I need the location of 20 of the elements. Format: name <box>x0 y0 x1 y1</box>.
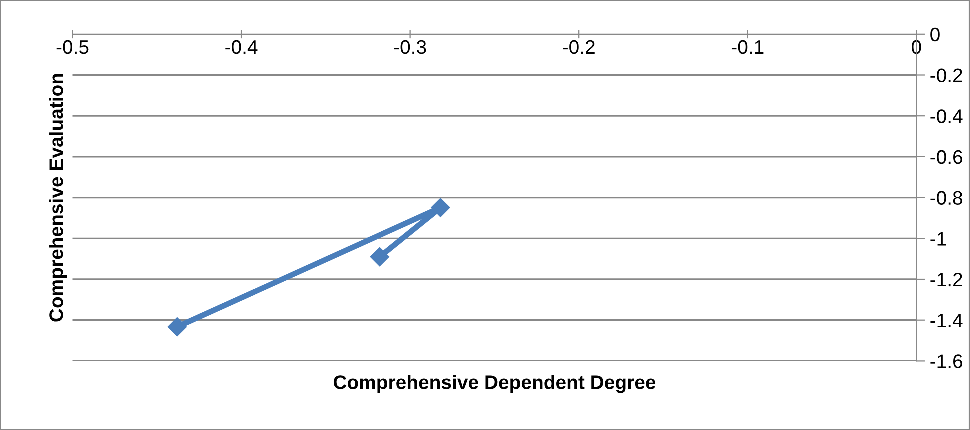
x-tick-label: -0.2 <box>563 40 595 54</box>
point <box>168 318 187 337</box>
y-tick-label: -0.6 <box>930 150 962 164</box>
y-tick-label: -1.4 <box>930 314 963 328</box>
y-tick-label: 0 <box>930 28 940 42</box>
point <box>370 248 390 267</box>
y-tick-label: -0.8 <box>930 191 963 206</box>
y-tick-label: -1.6 <box>930 354 962 368</box>
y-tick-label: -1 <box>930 232 946 246</box>
x-tick-label: -0.1 <box>732 40 764 54</box>
x-tick-label: 0 <box>912 40 922 54</box>
x-tick-label: -0.4 <box>226 40 258 54</box>
point <box>431 198 450 218</box>
x-tick-label: -0.5 <box>56 40 89 54</box>
y-tick-label: -1.2 <box>930 272 962 287</box>
y-tick-label: -0.4 <box>930 110 963 124</box>
y-tick-label: -0.2 <box>930 68 962 82</box>
x-axis-title: Comprehensive Dependent Degree <box>334 375 656 394</box>
x-tick-label: -0.3 <box>394 40 426 54</box>
y-axis-title: Comprehensive Evaluation <box>49 74 68 322</box>
